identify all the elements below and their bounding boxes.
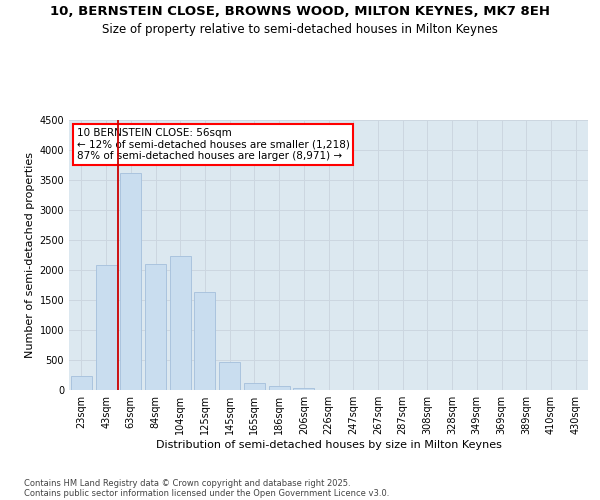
Bar — [95, 265, 116, 390]
Text: Contains public sector information licensed under the Open Government Licence v3: Contains public sector information licen… — [24, 488, 389, 498]
Text: 10 BERNSTEIN CLOSE: 56sqm
← 12% of semi-detached houses are smaller (1,218)
87% : 10 BERNSTEIN CLOSE: 56sqm ← 12% of semi-… — [77, 128, 350, 162]
Bar — [269, 386, 290, 390]
Y-axis label: Number of semi-detached properties: Number of semi-detached properties — [25, 152, 35, 358]
Bar — [219, 362, 240, 390]
Bar — [194, 292, 215, 390]
Bar — [71, 376, 92, 390]
Text: Size of property relative to semi-detached houses in Milton Keynes: Size of property relative to semi-detach… — [102, 22, 498, 36]
Bar — [244, 384, 265, 390]
Text: 10, BERNSTEIN CLOSE, BROWNS WOOD, MILTON KEYNES, MK7 8EH: 10, BERNSTEIN CLOSE, BROWNS WOOD, MILTON… — [50, 5, 550, 18]
Bar — [145, 264, 166, 390]
X-axis label: Distribution of semi-detached houses by size in Milton Keynes: Distribution of semi-detached houses by … — [155, 440, 502, 450]
Text: Contains HM Land Registry data © Crown copyright and database right 2025.: Contains HM Land Registry data © Crown c… — [24, 478, 350, 488]
Bar — [293, 388, 314, 390]
Bar — [170, 256, 191, 390]
Bar — [120, 173, 141, 390]
